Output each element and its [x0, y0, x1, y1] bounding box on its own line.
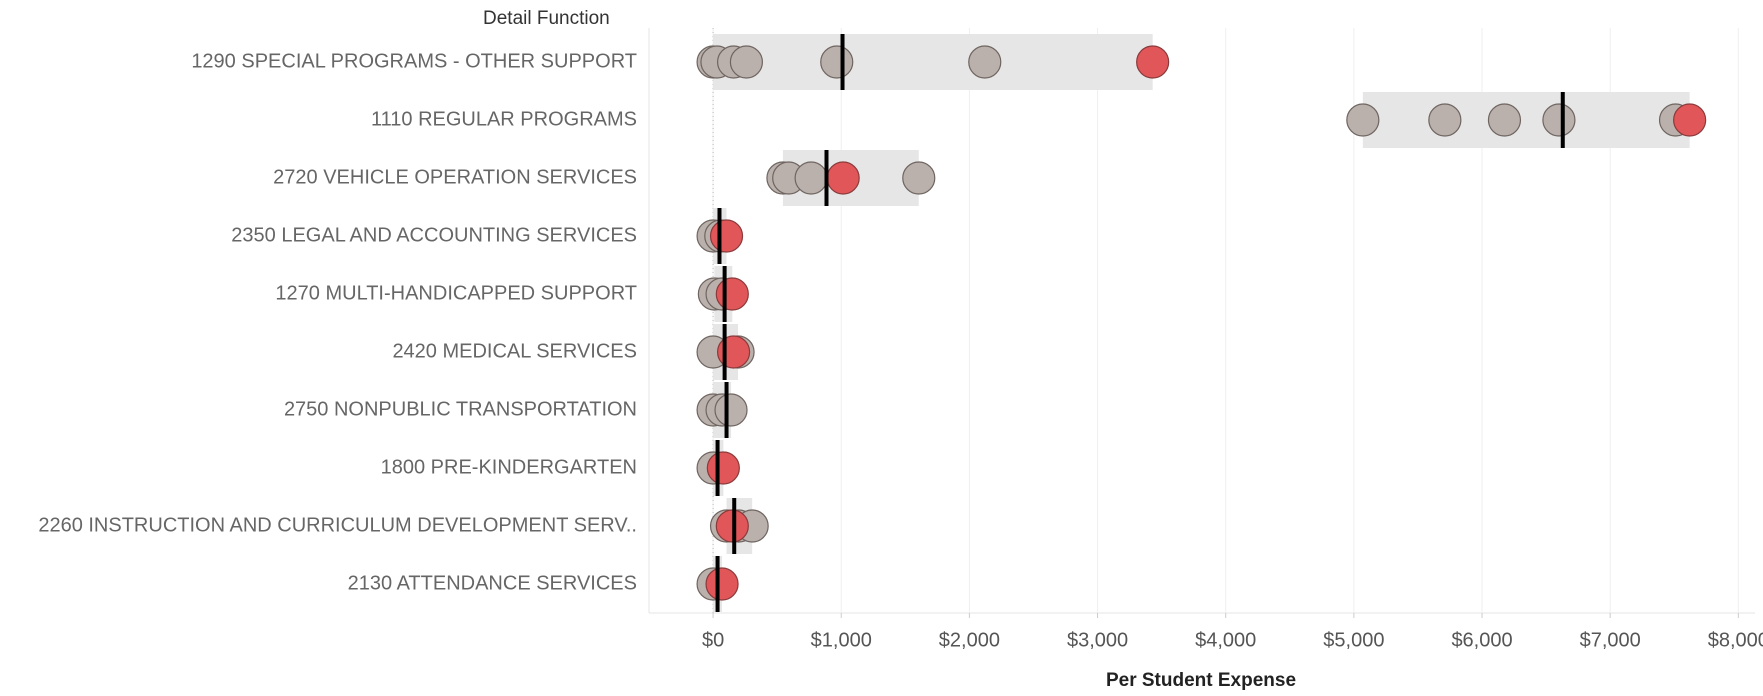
highlight-point	[705, 567, 739, 601]
point	[1487, 103, 1522, 137]
row-label: 2130 ATTENDANCE SERVICES	[348, 572, 637, 594]
point	[968, 45, 1002, 79]
point	[1346, 103, 1380, 137]
highlight-point	[1673, 103, 1707, 137]
x-tick-label: $8,000	[1708, 629, 1763, 651]
highlight-point	[1136, 45, 1170, 79]
x-tick-label: $7,000	[1580, 629, 1641, 651]
x-tick-label: $2,000	[939, 629, 1000, 651]
x-tick-label: $1,000	[811, 629, 872, 651]
row-label: 1270 MULTI-HANDICAPPED SUPPORT	[275, 282, 637, 304]
highlight-point	[716, 335, 751, 369]
range-band	[1362, 92, 1690, 148]
point	[902, 161, 936, 195]
point	[820, 45, 854, 79]
highlight-point	[706, 451, 740, 485]
x-tick-label: $0	[702, 629, 724, 651]
x-axis-title: Per Student Expense	[1106, 670, 1296, 691]
row-label: 2750 NONPUBLIC TRANSPORTATION	[284, 398, 637, 420]
row-label: 2420 MEDICAL SERVICES	[392, 340, 637, 362]
x-tick-label: $4,000	[1195, 629, 1256, 651]
row-label: 2260 INSTRUCTION AND CURRICULUM DEVELOPM…	[38, 514, 637, 536]
point	[794, 161, 828, 195]
point	[714, 393, 748, 427]
point	[729, 45, 763, 79]
grid	[648, 28, 1755, 618]
dots	[696, 34, 1707, 612]
row-label: 1800 PRE-KINDERGARTEN	[381, 456, 637, 478]
highlight-point	[715, 277, 749, 311]
x-tick-label: $6,000	[1451, 629, 1512, 651]
point	[1428, 103, 1462, 137]
row-label: 2350 LEGAL AND ACCOUNTING SERVICES	[231, 224, 637, 246]
point	[1542, 103, 1576, 137]
x-tick-label: $3,000	[1067, 629, 1128, 651]
bands	[713, 34, 1690, 612]
highlight-point	[709, 219, 744, 253]
row-label: 1290 SPECIAL PROGRAMS - OTHER SUPPORT	[191, 50, 637, 72]
row-label: 2720 VEHICLE OPERATION SERVICES	[273, 166, 637, 188]
row-header: Detail Function	[483, 8, 610, 29]
range-band	[713, 34, 1153, 90]
highlight-point	[826, 161, 860, 195]
row-label: 1110 REGULAR PROGRAMS	[371, 108, 637, 130]
x-tick-label: $5,000	[1323, 629, 1384, 651]
